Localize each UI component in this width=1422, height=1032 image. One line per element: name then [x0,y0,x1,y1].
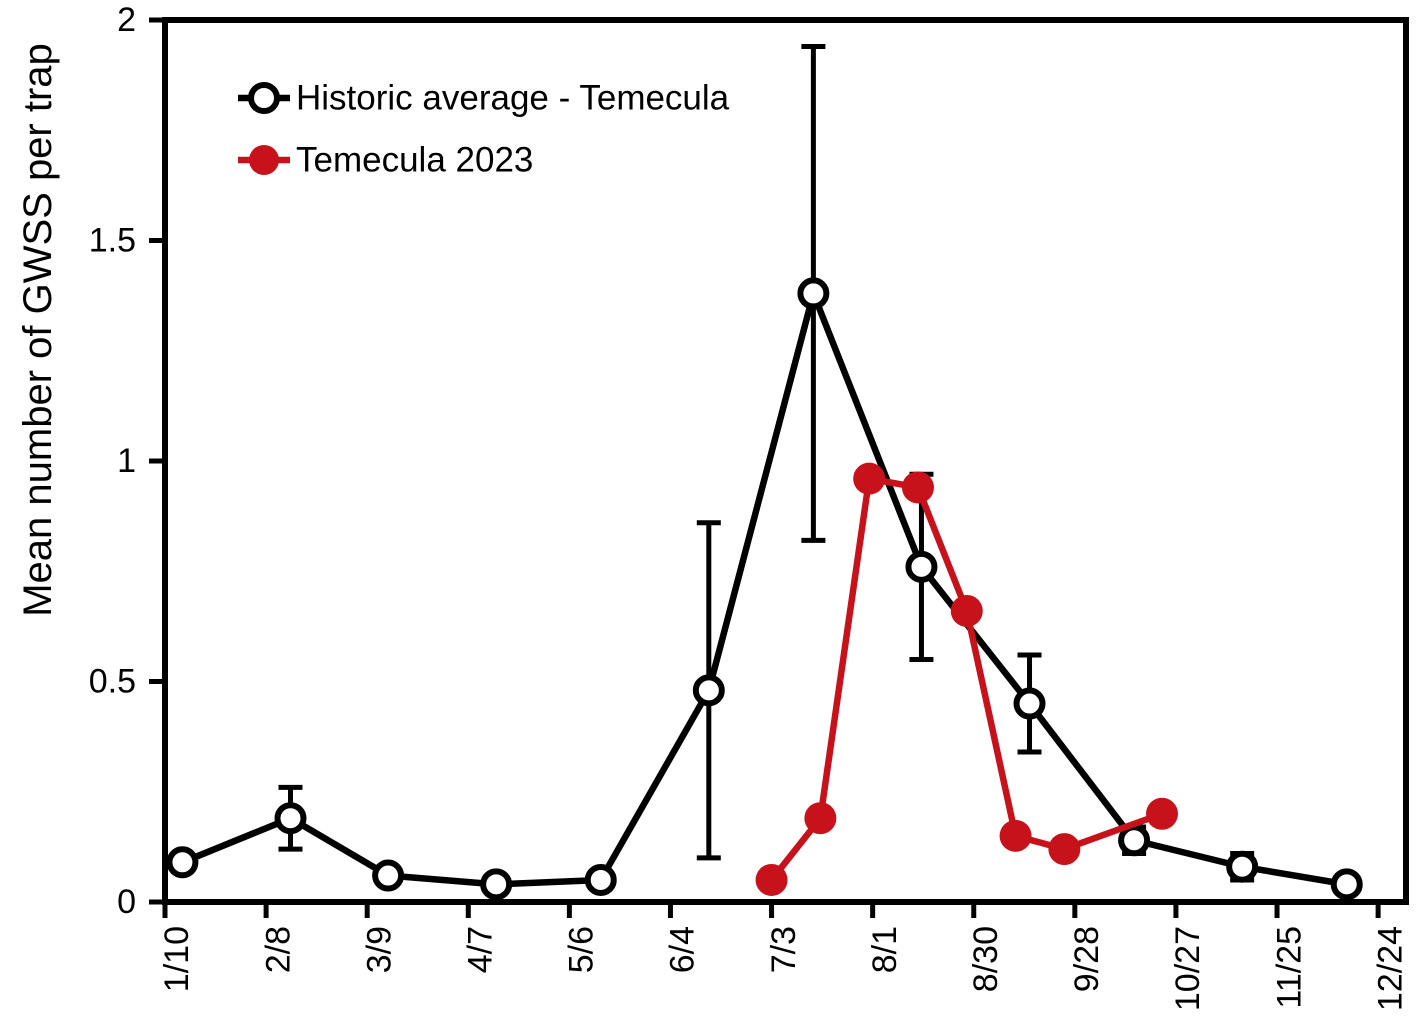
y-tick-label: 1.5 [89,222,136,260]
data-point-marker [905,550,938,583]
data-point-marker [1330,868,1363,901]
series-temecula-2023 [755,462,1178,896]
legend-marker [249,145,279,175]
x-tick-label: 9/28 [1068,926,1106,992]
data-point-marker [999,819,1032,852]
y-axis: 0 0.5 1 1.5 2 [89,1,165,921]
x-tick-label: 5/6 [563,926,601,973]
series-line-historic-average-temecula [179,290,1350,888]
y-tick-label: 0.5 [89,663,136,701]
x-tick-label: 12/24 [1371,926,1409,1011]
data-point-marker [1048,833,1081,866]
data-point-marker [274,802,307,835]
data-point-marker [1226,850,1259,883]
legend-item: Historic average - Temecula [238,79,730,118]
legend-label: Historic average - Temecula [296,79,730,118]
x-tick-label: 6/4 [664,926,702,973]
x-tick-label: 2/8 [259,926,297,973]
y-tick-label: 0 [117,883,136,921]
x-tick-label: 8/1 [866,926,904,973]
y-axis-title: Mean number of GWSS per trap [16,43,60,617]
data-point-marker [755,863,788,896]
data-point-marker [692,674,725,707]
data-point-marker [1145,797,1178,830]
legend: Historic average - Temecula Temecula 2023 [238,79,730,180]
data-point-marker [584,863,617,896]
x-tick-label: 11/25 [1270,926,1308,1009]
x-tick-label: 8/30 [967,926,1005,992]
x-axis: 1/10 2/8 3/9 4/7 5/6 6/4 7/3 8/1 8/30 9/28 10/27 11… [158,902,1409,1011]
data-point-marker [372,859,405,892]
x-tick-label: 3/9 [360,926,398,973]
y-tick-label: 1 [117,442,136,480]
data-point-marker [480,868,513,901]
legend-item: Temecula 2023 [238,141,533,180]
data-point-marker [1013,687,1046,720]
data-point-marker [853,462,886,495]
data-point-marker [804,802,837,835]
data-point-marker [166,846,199,879]
y-tick-label: 2 [117,1,136,39]
data-point-marker [797,277,830,310]
x-tick-label: 7/3 [765,926,803,973]
x-tick-label: 4/7 [462,926,500,973]
data-point-marker [950,594,983,627]
x-tick-label: 10/27 [1169,926,1207,1011]
data-point-marker [1118,824,1151,857]
x-tick-label: 1/10 [158,926,196,992]
legend-label: Temecula 2023 [296,141,533,180]
series-historic-average-temecula [166,43,1363,901]
legend-marker [248,82,280,114]
data-point-marker [901,471,934,504]
